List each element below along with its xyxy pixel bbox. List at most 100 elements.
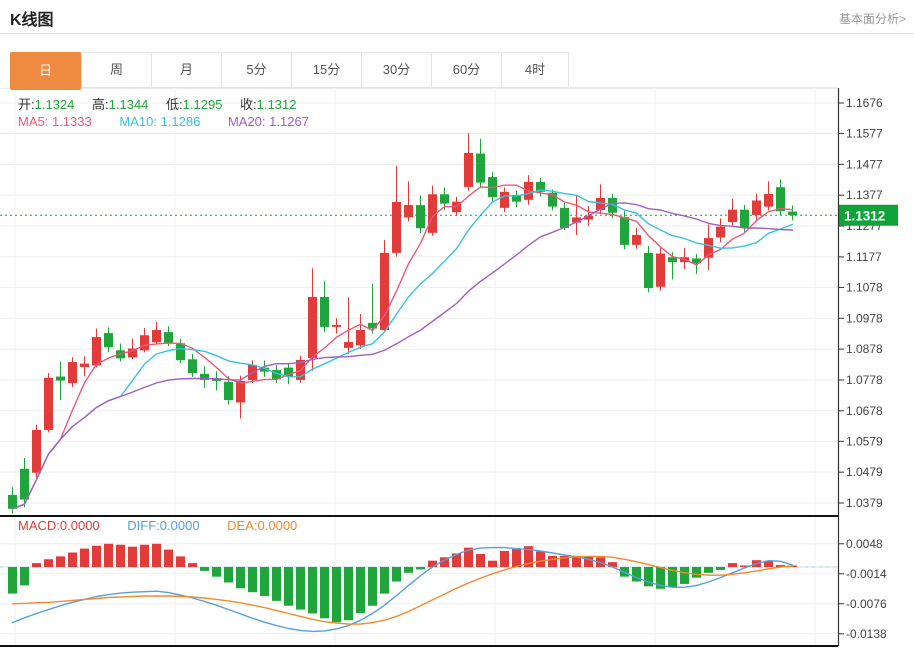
candle	[776, 187, 785, 212]
price-axis-label: 1.1377	[846, 188, 883, 202]
macd-label: MACD:	[18, 518, 60, 533]
candle	[176, 343, 185, 361]
candle	[692, 258, 701, 264]
macd-bar	[368, 567, 377, 606]
macd-bar	[512, 549, 521, 567]
candle	[428, 194, 437, 233]
macd-legend: MACD:0.0000 DIFF:0.0000 DEA:0.0000	[18, 518, 321, 533]
price-axis-label: 1.1477	[846, 157, 883, 171]
candle	[32, 429, 41, 473]
macd-bar	[236, 567, 245, 589]
price-axis-label: 1.0778	[846, 373, 883, 387]
macd-bar	[680, 567, 689, 584]
candle	[464, 152, 473, 187]
macd-bar	[248, 567, 257, 593]
macd-bar	[284, 567, 293, 606]
candle	[392, 201, 401, 253]
tab-4hour[interactable]: 4时	[501, 53, 568, 87]
tab-week[interactable]: 周	[81, 53, 151, 87]
price-axis-label: 1.0978	[846, 311, 883, 325]
price-axis-label: 1.0678	[846, 404, 883, 418]
macd-bar	[392, 567, 401, 582]
macd-bar	[32, 563, 41, 567]
candle	[236, 380, 245, 403]
price-axis-label: 1.1078	[846, 280, 883, 294]
ohlc-legend: 开:1.1324 高:1.1344 低:1.1295 收:1.1312	[18, 94, 310, 113]
tab-30min[interactable]: 30分	[361, 53, 431, 87]
tab-month[interactable]: 月	[151, 53, 221, 87]
macd-bar	[56, 556, 65, 567]
candle	[356, 329, 365, 346]
candle	[380, 252, 389, 330]
candle	[56, 376, 65, 381]
candle	[272, 370, 281, 380]
macd-bar	[428, 560, 437, 567]
macd-bar	[440, 557, 449, 567]
macd-bar	[140, 544, 149, 567]
chart-top-border	[567, 87, 838, 88]
candle	[68, 362, 77, 384]
candle	[512, 194, 521, 202]
macd-bar	[44, 559, 53, 567]
macd-axis-label: 0.0048	[846, 537, 883, 551]
candle	[668, 257, 677, 263]
macd-bar	[716, 567, 725, 570]
candle	[224, 381, 233, 400]
candle	[620, 217, 629, 245]
high-value: 1.1344	[108, 97, 149, 112]
tab-day[interactable]: 日	[10, 52, 81, 90]
open-value: 1.1324	[34, 97, 75, 112]
diff-value: 0.0000	[159, 518, 200, 533]
macd-axis-label: -0.0076	[846, 597, 887, 611]
ma10-label: MA10:	[119, 114, 157, 129]
price-axis-label: 1.0479	[846, 465, 883, 479]
price-axis-label: 1.0878	[846, 342, 883, 356]
kline-chart-canvas[interactable]: 1.16761.15771.14771.13771.12771.11771.10…	[0, 88, 914, 649]
macd-bar	[116, 544, 125, 567]
macd-bar	[152, 543, 161, 567]
macd-bar	[776, 565, 785, 567]
macd-bar	[272, 567, 281, 601]
low-label: 低:	[166, 97, 183, 112]
tab-60min[interactable]: 60分	[431, 53, 501, 87]
ma20-line	[11, 202, 794, 510]
candle	[584, 215, 593, 220]
fundamental-analysis-link[interactable]: 基本面分析>	[838, 12, 906, 26]
macd-bar	[656, 567, 665, 589]
candle	[260, 367, 269, 372]
close-label: 收:	[240, 97, 257, 112]
macd-bar	[608, 562, 617, 567]
candle	[764, 193, 773, 207]
macd-bar	[200, 567, 209, 571]
tab-5min[interactable]: 5分	[221, 53, 291, 87]
candle	[368, 322, 377, 329]
macd-bar	[704, 567, 713, 573]
tab-15min[interactable]: 15分	[291, 53, 361, 87]
macd-bar	[344, 567, 353, 621]
macd-bar	[584, 556, 593, 567]
macd-bar	[632, 567, 641, 582]
macd-bar	[464, 547, 473, 567]
page-title: K线图	[10, 12, 54, 29]
candle	[188, 359, 197, 374]
macd-bar	[80, 548, 89, 567]
macd-bar	[320, 567, 329, 619]
candle	[560, 207, 569, 228]
candle	[416, 205, 425, 229]
candle	[152, 329, 161, 343]
current-price-tag-value: 1.1312	[844, 208, 885, 223]
candle	[536, 181, 545, 192]
macd-bar	[560, 555, 569, 567]
panel-header: K线图 基本面分析>	[0, 0, 914, 34]
candle	[656, 253, 665, 287]
candle	[332, 325, 341, 327]
macd-bar	[20, 567, 29, 586]
candle	[140, 335, 149, 351]
candle	[704, 238, 713, 258]
open-label: 开:	[18, 97, 35, 112]
low-value: 1.1295	[182, 97, 223, 112]
candle	[308, 296, 317, 359]
ma20-label: MA20:	[227, 114, 266, 129]
price-axis-label: 1.0379	[846, 496, 883, 510]
candle	[548, 192, 557, 207]
